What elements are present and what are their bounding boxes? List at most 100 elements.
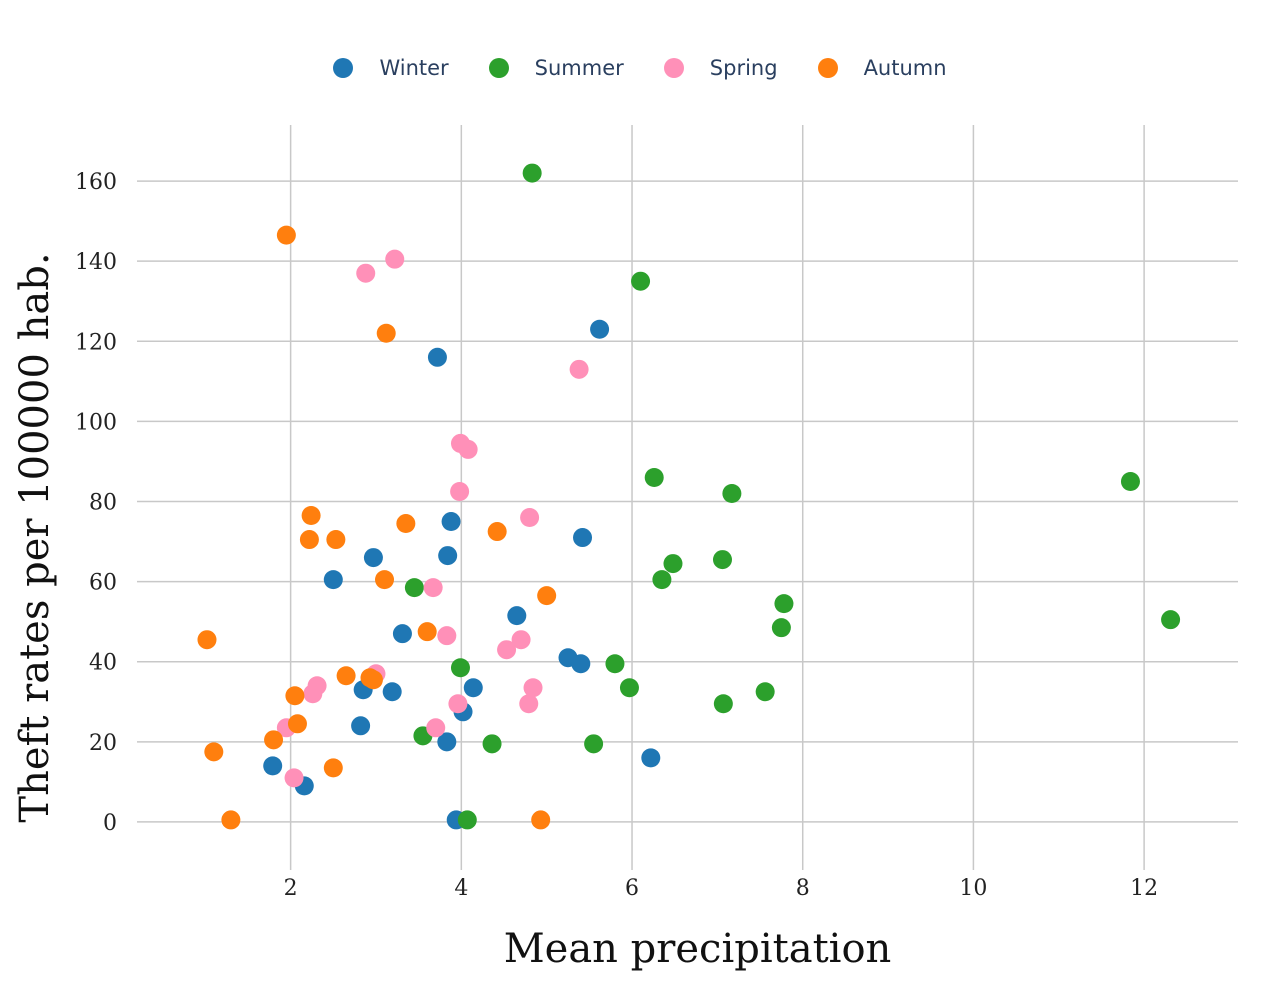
point-winter[interactable]: [441, 512, 461, 532]
point-summer[interactable]: [404, 578, 424, 598]
point-winter[interactable]: [507, 606, 527, 626]
legend-item-winter[interactable]: Winter: [333, 56, 449, 80]
point-winter[interactable]: [427, 347, 447, 367]
point-winter[interactable]: [263, 756, 283, 776]
point-summer[interactable]: [712, 550, 732, 570]
point-summer[interactable]: [722, 483, 742, 503]
point-autumn[interactable]: [396, 514, 416, 534]
point-spring[interactable]: [423, 578, 443, 598]
point-spring[interactable]: [519, 694, 539, 714]
point-winter[interactable]: [438, 546, 458, 566]
point-summer[interactable]: [755, 682, 775, 702]
point-summer[interactable]: [619, 678, 639, 698]
point-winter[interactable]: [437, 732, 457, 752]
x-tick-label: 12: [1130, 876, 1158, 901]
point-autumn[interactable]: [287, 714, 307, 734]
point-winter[interactable]: [382, 682, 402, 702]
point-winter[interactable]: [392, 624, 412, 644]
point-winter[interactable]: [323, 570, 343, 590]
legend-swatch-summer: [488, 58, 509, 78]
point-summer[interactable]: [1120, 471, 1140, 491]
point-winter[interactable]: [571, 654, 591, 674]
point-summer[interactable]: [482, 734, 502, 754]
point-summer[interactable]: [663, 554, 683, 574]
point-spring[interactable]: [284, 768, 304, 788]
point-summer[interactable]: [1161, 610, 1181, 630]
legend-item-spring[interactable]: Spring: [663, 56, 778, 80]
point-spring[interactable]: [356, 263, 376, 283]
point-winter[interactable]: [463, 678, 483, 698]
point-spring[interactable]: [450, 481, 470, 501]
point-summer[interactable]: [631, 271, 651, 291]
point-autumn[interactable]: [326, 530, 346, 550]
point-autumn[interactable]: [264, 730, 284, 750]
point-autumn[interactable]: [323, 758, 343, 778]
point-autumn[interactable]: [375, 570, 395, 590]
legend-item-summer[interactable]: Summer: [488, 56, 624, 80]
point-autumn[interactable]: [197, 630, 217, 650]
point-autumn[interactable]: [487, 522, 507, 542]
x-tick-label: 10: [959, 876, 987, 901]
point-winter[interactable]: [590, 319, 610, 339]
point-summer[interactable]: [584, 734, 604, 754]
point-summer[interactable]: [713, 694, 733, 714]
legend-swatch-spring: [663, 58, 684, 78]
legend-label-winter: Winter: [379, 56, 449, 80]
y-tick-label: 80: [89, 491, 117, 516]
point-spring[interactable]: [385, 249, 405, 269]
point-summer[interactable]: [771, 618, 791, 638]
point-spring[interactable]: [426, 718, 446, 738]
y-tick-label: 20: [89, 731, 117, 756]
point-spring[interactable]: [520, 508, 540, 528]
point-autumn[interactable]: [417, 622, 437, 642]
point-spring[interactable]: [448, 694, 468, 714]
point-summer[interactable]: [652, 570, 672, 590]
y-tick-label: 40: [89, 651, 117, 676]
point-autumn[interactable]: [531, 810, 551, 830]
point-spring[interactable]: [569, 359, 589, 379]
point-spring[interactable]: [437, 626, 457, 646]
legend-label-summer: Summer: [534, 56, 624, 80]
point-autumn[interactable]: [299, 530, 319, 550]
point-autumn[interactable]: [276, 225, 296, 245]
point-winter[interactable]: [363, 548, 383, 568]
legend-label-autumn: Autumn: [863, 56, 947, 80]
y-axis-title: Theft rates per 100000 hab.: [12, 252, 58, 822]
point-winter[interactable]: [351, 716, 371, 736]
point-summer[interactable]: [450, 658, 470, 678]
point-summer[interactable]: [605, 654, 625, 674]
x-tick-label: 8: [796, 876, 810, 901]
point-spring[interactable]: [497, 640, 517, 660]
x-tick-label: 6: [625, 876, 639, 901]
point-autumn[interactable]: [221, 810, 241, 830]
point-summer[interactable]: [774, 594, 794, 614]
grid: [137, 125, 1238, 870]
point-summer[interactable]: [457, 810, 477, 830]
point-autumn[interactable]: [376, 323, 396, 343]
legend: Winter Summer Spring Autumn: [0, 56, 1280, 80]
point-winter[interactable]: [573, 528, 593, 548]
y-tick-label: 140: [75, 250, 117, 275]
data-points: [197, 163, 1181, 830]
point-autumn[interactable]: [204, 742, 224, 762]
point-autumn[interactable]: [285, 686, 305, 706]
point-autumn[interactable]: [363, 670, 383, 690]
point-summer[interactable]: [644, 467, 664, 487]
y-tick-label: 120: [75, 330, 117, 355]
point-spring[interactable]: [303, 684, 323, 704]
point-autumn[interactable]: [301, 506, 321, 526]
legend-item-autumn[interactable]: Autumn: [817, 56, 947, 80]
point-summer[interactable]: [522, 163, 542, 183]
point-spring[interactable]: [511, 630, 531, 650]
legend-swatch-autumn: [817, 58, 838, 78]
x-tick-label: 4: [454, 876, 468, 901]
point-spring[interactable]: [523, 678, 543, 698]
point-autumn[interactable]: [537, 586, 557, 606]
point-autumn[interactable]: [336, 666, 356, 686]
y-tick-label: 60: [89, 571, 117, 596]
point-spring[interactable]: [458, 439, 478, 459]
x-axis-title: Mean precipitation: [504, 926, 892, 972]
point-winter[interactable]: [641, 748, 661, 768]
